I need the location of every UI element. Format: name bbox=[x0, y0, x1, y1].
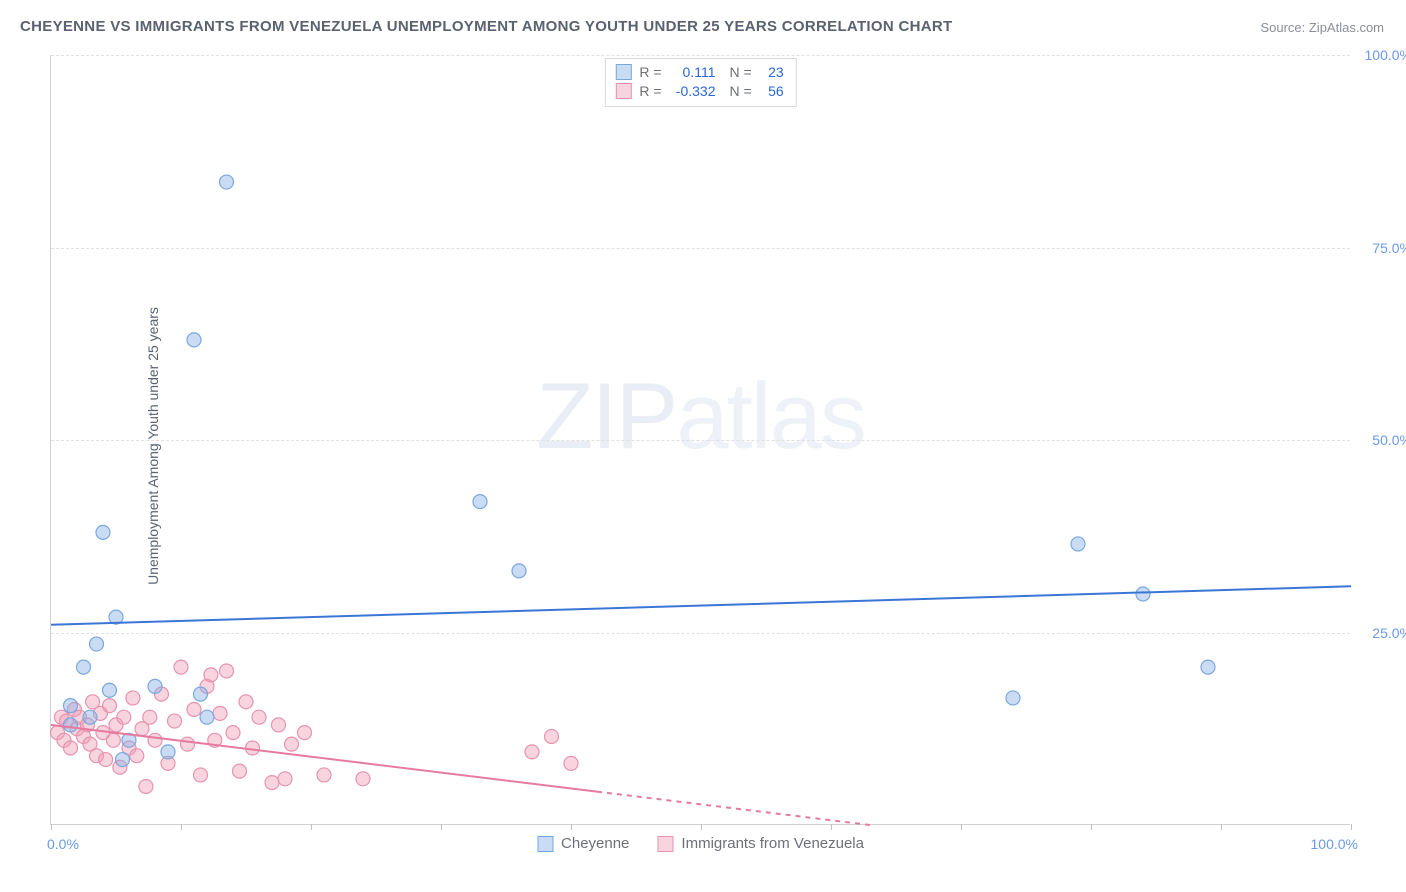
scatter-point bbox=[278, 772, 292, 786]
legend-label-venezuela: Immigrants from Venezuela bbox=[681, 835, 864, 852]
swatch-cheyenne bbox=[537, 836, 553, 852]
r-label: R = bbox=[639, 63, 661, 82]
x-axis-max-label: 100.0% bbox=[1311, 836, 1358, 852]
scatter-point bbox=[239, 695, 253, 709]
scatter-point bbox=[473, 495, 487, 509]
legend-item-cheyenne: Cheyenne bbox=[537, 835, 629, 852]
scatter-point bbox=[103, 683, 117, 697]
scatter-point bbox=[148, 679, 162, 693]
scatter-point bbox=[64, 718, 78, 732]
n-label: N = bbox=[730, 63, 752, 82]
scatter-point bbox=[148, 733, 162, 747]
scatter-point bbox=[512, 564, 526, 578]
x-axis-min-label: 0.0% bbox=[47, 836, 79, 852]
scatter-point bbox=[1201, 660, 1215, 674]
scatter-point bbox=[545, 729, 559, 743]
scatter-point bbox=[265, 776, 279, 790]
chart-title: CHEYENNE VS IMMIGRANTS FROM VENEZUELA UN… bbox=[20, 18, 952, 35]
swatch-venezuela bbox=[657, 836, 673, 852]
scatter-point bbox=[525, 745, 539, 759]
scatter-point bbox=[220, 175, 234, 189]
scatter-point bbox=[226, 726, 240, 740]
n-label: N = bbox=[730, 82, 752, 101]
bottom-legend: Cheyenne Immigrants from Venezuela bbox=[537, 835, 864, 852]
scatter-point bbox=[200, 710, 214, 724]
scatter-point bbox=[564, 756, 578, 770]
scatter-point bbox=[103, 699, 117, 713]
scatter-point bbox=[90, 637, 104, 651]
scatter-point bbox=[139, 780, 153, 794]
plot-area: ZIPatlas 25.0%50.0%75.0%100.0% R = 0.111… bbox=[50, 55, 1350, 825]
stats-box: R = 0.111 N = 23 R = -0.332 N = 56 bbox=[604, 58, 796, 107]
scatter-point bbox=[252, 710, 266, 724]
scatter-point bbox=[1071, 537, 1085, 551]
scatter-point bbox=[187, 703, 201, 717]
r-value-venezuela: -0.332 bbox=[670, 82, 716, 101]
scatter-point bbox=[356, 772, 370, 786]
scatter-point bbox=[99, 753, 113, 767]
r-label: R = bbox=[639, 82, 661, 101]
legend-item-venezuela: Immigrants from Venezuela bbox=[657, 835, 864, 852]
scatter-point bbox=[126, 691, 140, 705]
trend-line bbox=[597, 792, 870, 825]
y-tick-label: 100.0% bbox=[1365, 47, 1406, 63]
scatter-point bbox=[204, 668, 218, 682]
scatter-point bbox=[96, 525, 110, 539]
scatter-point bbox=[181, 737, 195, 751]
scatter-point bbox=[174, 660, 188, 674]
swatch-cheyenne bbox=[615, 64, 631, 80]
r-value-cheyenne: 0.111 bbox=[670, 63, 716, 82]
n-value-cheyenne: 23 bbox=[760, 63, 784, 82]
scatter-svg bbox=[51, 55, 1350, 824]
scatter-point bbox=[168, 714, 182, 728]
scatter-point bbox=[83, 710, 97, 724]
scatter-point bbox=[161, 745, 175, 759]
scatter-point bbox=[1006, 691, 1020, 705]
trend-line bbox=[51, 586, 1351, 625]
scatter-point bbox=[194, 687, 208, 701]
scatter-point bbox=[77, 660, 91, 674]
scatter-point bbox=[64, 741, 78, 755]
n-value-venezuela: 56 bbox=[760, 82, 784, 101]
scatter-point bbox=[187, 333, 201, 347]
scatter-point bbox=[64, 699, 78, 713]
scatter-point bbox=[285, 737, 299, 751]
scatter-point bbox=[130, 749, 144, 763]
legend-label-cheyenne: Cheyenne bbox=[561, 835, 629, 852]
scatter-point bbox=[106, 733, 120, 747]
scatter-point bbox=[298, 726, 312, 740]
scatter-point bbox=[194, 768, 208, 782]
y-tick-label: 25.0% bbox=[1372, 625, 1406, 641]
scatter-point bbox=[317, 768, 331, 782]
scatter-point bbox=[117, 710, 131, 724]
y-tick-label: 50.0% bbox=[1372, 432, 1406, 448]
scatter-point bbox=[213, 706, 227, 720]
scatter-point bbox=[233, 764, 247, 778]
swatch-venezuela bbox=[615, 83, 631, 99]
source-label: Source: ZipAtlas.com bbox=[1260, 20, 1384, 35]
scatter-point bbox=[1136, 587, 1150, 601]
stats-row-venezuela: R = -0.332 N = 56 bbox=[615, 82, 783, 101]
stats-row-cheyenne: R = 0.111 N = 23 bbox=[615, 63, 783, 82]
scatter-point bbox=[116, 753, 130, 767]
y-tick-label: 75.0% bbox=[1372, 240, 1406, 256]
scatter-point bbox=[143, 710, 157, 724]
scatter-point bbox=[220, 664, 234, 678]
scatter-point bbox=[272, 718, 286, 732]
